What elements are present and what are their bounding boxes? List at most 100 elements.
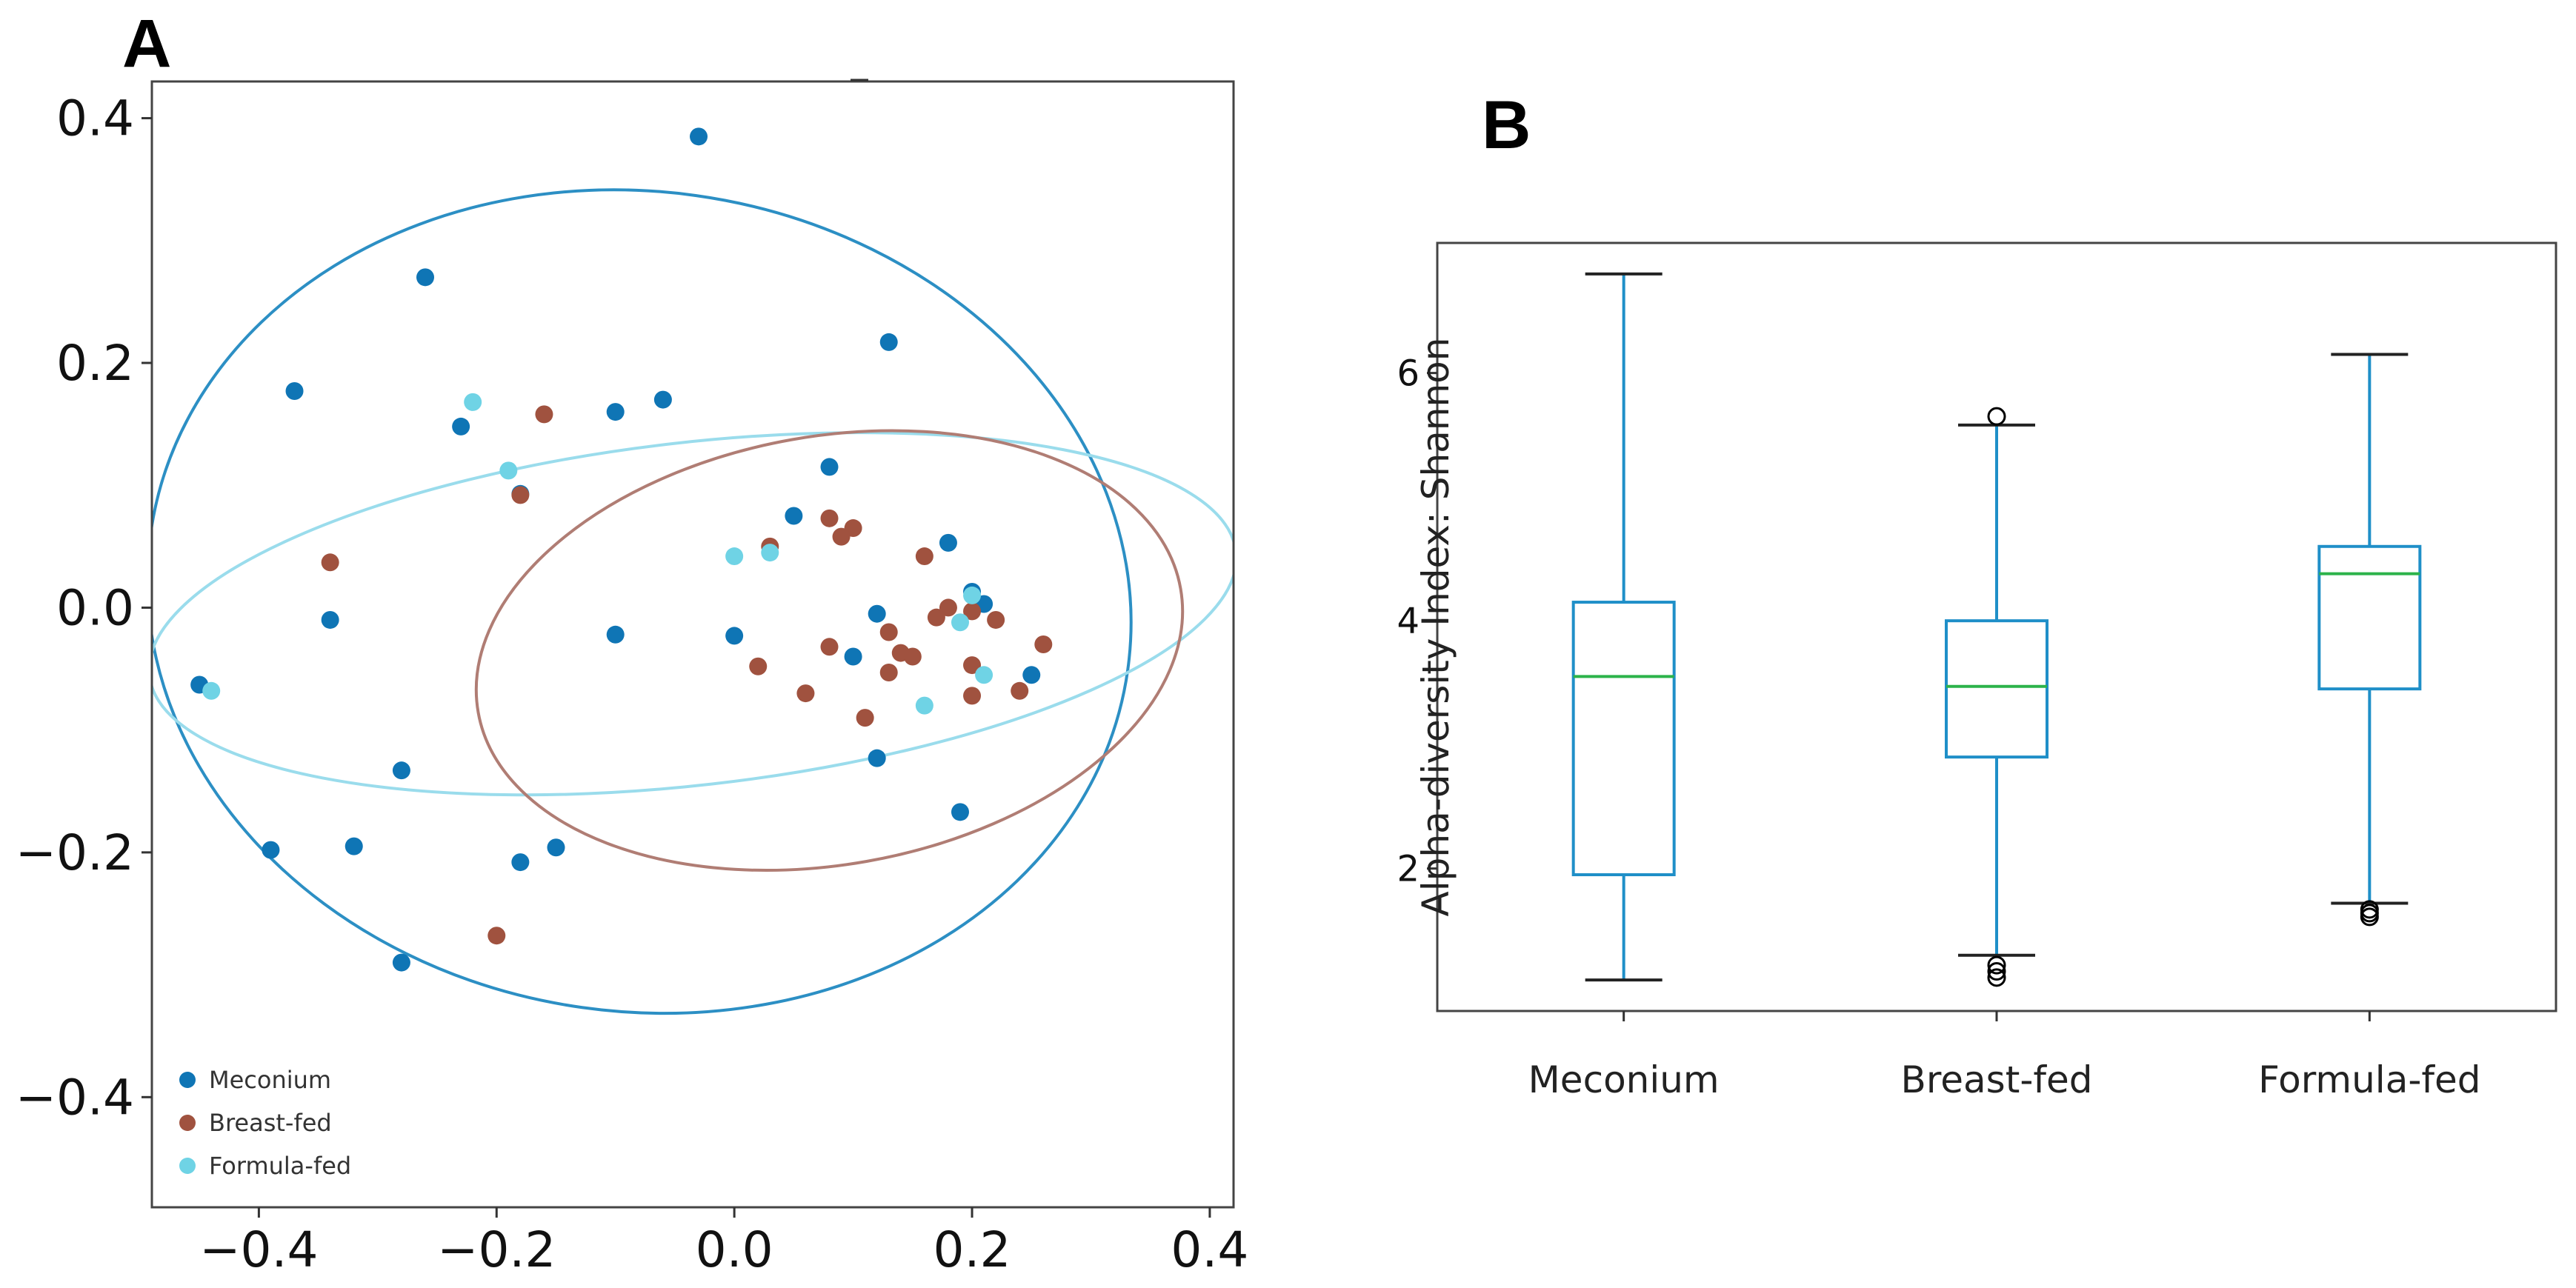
box-iqr [1571, 601, 1676, 877]
legend-a: Meconium Breast-fed Formula-fed [179, 1066, 351, 1180]
point-meconium [262, 841, 280, 859]
point-meconium [416, 268, 435, 287]
point-formula-fed [725, 547, 744, 566]
y-tick-label: 0.0 [56, 579, 134, 636]
point-formula-fed [951, 613, 969, 632]
box-breast-fed [1945, 407, 2049, 987]
point-layer [190, 127, 1053, 972]
point-formula-fed [499, 461, 518, 480]
point-formula-fed [975, 666, 994, 684]
point-meconium [547, 838, 565, 857]
legend-marker-breast-fed [179, 1115, 196, 1131]
panel-b-letter: B [1482, 87, 1531, 163]
point-meconium [606, 403, 625, 421]
y-tick-label: 6 [1397, 353, 1420, 395]
point-breast-fed [963, 687, 982, 705]
point-breast-fed [820, 509, 839, 527]
ellipse-breast-fed [474, 429, 1185, 872]
x-tick-label: 0.4 [1171, 1221, 1248, 1278]
y-tick-label: 2 [1397, 849, 1420, 890]
x-tick-label: −0.2 [437, 1221, 556, 1278]
legend-marker-formula-fed [179, 1158, 196, 1174]
point-meconium [879, 333, 898, 351]
point-meconium [939, 533, 957, 552]
point-breast-fed [535, 405, 553, 424]
point-breast-fed [963, 602, 982, 621]
point-formula-fed [761, 544, 779, 562]
y-tick-label: 4 [1397, 601, 1420, 642]
box-iqr [2317, 544, 2422, 691]
point-meconium [285, 382, 304, 400]
point-meconium [321, 610, 339, 629]
x-tick-label: 0.0 [696, 1221, 773, 1278]
y-tick-label: 0.4 [56, 90, 134, 147]
legend-label-meconium: Meconium [209, 1066, 331, 1094]
point-meconium [785, 507, 803, 525]
point-formula-fed [963, 586, 982, 604]
point-breast-fed [879, 664, 898, 681]
point-meconium [392, 761, 410, 780]
point-meconium [951, 803, 969, 821]
point-meconium [690, 127, 708, 146]
y-tick-label: −0.2 [16, 824, 134, 881]
point-breast-fed [321, 553, 339, 572]
point-meconium [1022, 666, 1041, 684]
point-breast-fed [927, 608, 945, 627]
point-breast-fed [987, 610, 1005, 629]
box-formula-fed [2317, 353, 2422, 927]
y-axis-label: Alpha-diversity Index: Shannon [1414, 338, 1457, 917]
x-category-label: Formula-fed [2258, 1058, 2480, 1101]
point-breast-fed [915, 547, 933, 566]
y-tick-label: −0.4 [16, 1069, 134, 1126]
y-tick-label: 0.2 [56, 335, 134, 392]
axes-frame-a [150, 80, 1235, 1209]
point-breast-fed [487, 927, 506, 945]
legend-label-breast-fed: Breast-fed [209, 1109, 332, 1137]
point-meconium [452, 417, 470, 436]
point-breast-fed [939, 598, 957, 617]
outlier-point [2360, 907, 2379, 927]
point-meconium [606, 625, 625, 644]
point-breast-fed [963, 656, 982, 675]
point-meconium [844, 647, 862, 666]
outlier-point [2360, 904, 2379, 923]
x-tick-label: −0.4 [199, 1221, 318, 1278]
point-meconium [820, 458, 839, 476]
outlier-point [1987, 968, 2006, 987]
point-meconium [725, 627, 744, 645]
point-breast-fed [749, 657, 768, 675]
legend-label-formula-fed: Formula-fed [209, 1152, 351, 1180]
box-iqr [1945, 619, 2049, 759]
x-tick-label: 0.2 [933, 1221, 1011, 1278]
point-breast-fed [856, 709, 874, 727]
point-breast-fed [796, 684, 815, 703]
x-category-label: Breast-fed [1901, 1058, 2093, 1101]
point-formula-fed [915, 696, 933, 715]
point-meconium [392, 953, 410, 972]
point-formula-fed [202, 681, 221, 700]
box-meconium [1571, 272, 1676, 982]
point-breast-fed [832, 527, 851, 546]
outlier-point [1987, 407, 2006, 426]
point-formula-fed [464, 393, 482, 411]
point-breast-fed [879, 623, 898, 641]
point-breast-fed [1011, 681, 1029, 700]
ellipse-layer [152, 188, 1234, 1015]
point-meconium [868, 749, 886, 767]
point-breast-fed [511, 486, 530, 504]
ellipse-meconium [152, 188, 1133, 1015]
point-meconium [653, 390, 672, 409]
outlier-point [1987, 955, 2006, 975]
point-meconium [345, 837, 363, 855]
ellipse-formula-fed [152, 431, 1234, 797]
point-breast-fed [1034, 635, 1053, 653]
point-breast-fed [903, 647, 922, 666]
scatter-panel-a: −0.4 −0.2 0.0 0.2 0.4 −0.4 −0.2 0.0 0.2 0.4 Meconi… [16, 79, 1248, 1278]
point-meconium [511, 853, 530, 872]
point-meconium [868, 604, 886, 623]
panel-a-letter: A [122, 6, 171, 81]
point-breast-fed [820, 638, 839, 656]
legend-marker-meconium [179, 1072, 196, 1088]
